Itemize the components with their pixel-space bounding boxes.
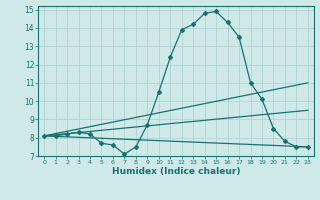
X-axis label: Humidex (Indice chaleur): Humidex (Indice chaleur) [112, 167, 240, 176]
